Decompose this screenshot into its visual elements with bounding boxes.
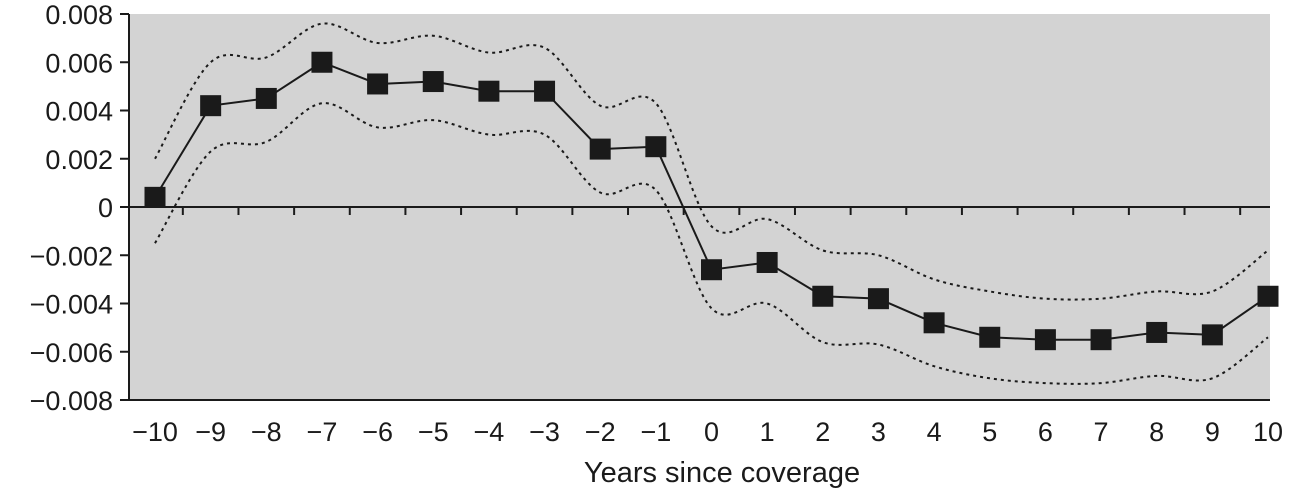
estimate-marker <box>923 312 945 334</box>
estimate-marker <box>812 285 834 307</box>
estimate-marker <box>1146 321 1168 343</box>
estimate-marker <box>756 251 778 273</box>
estimate-marker <box>645 136 667 158</box>
tick-labels: 0.008 0.006 0.004 0.002 0 −0.002 −0.004 −0.006 −… <box>30 0 1283 447</box>
x-tick-label: 1 <box>760 417 775 447</box>
y-tick-label: 0.008 <box>45 0 113 30</box>
estimate-marker <box>1034 329 1056 351</box>
estimate-marker <box>589 138 611 160</box>
estimate-marker <box>144 186 166 208</box>
estimate-marker <box>367 73 389 95</box>
x-tick-label: 6 <box>1038 417 1053 447</box>
estimate-marker <box>979 326 1001 348</box>
x-tick-label: 2 <box>815 417 830 447</box>
estimate-marker <box>534 80 556 102</box>
lower-bound-line <box>154 102 1269 385</box>
y-tick-label: 0.002 <box>45 145 113 175</box>
estimate-marker <box>478 80 500 102</box>
axes <box>120 13 1270 401</box>
x-tick-label: 0 <box>704 417 719 447</box>
x-tick-label: −8 <box>251 417 282 447</box>
estimate-marker <box>701 259 722 281</box>
x-tick-label: 9 <box>1205 417 1220 447</box>
estimate-marker <box>1090 329 1112 351</box>
y-tick-label: −0.002 <box>30 241 113 271</box>
y-tick-label: 0 <box>98 193 113 223</box>
x-tick-label: 3 <box>871 417 886 447</box>
x-tick-label: 8 <box>1149 417 1164 447</box>
estimate-marker <box>422 71 444 93</box>
y-tick-label: 0.006 <box>45 48 113 78</box>
y-tick-label: −0.008 <box>30 386 113 416</box>
x-tick-label: 4 <box>927 417 942 447</box>
x-axis-title: Years since coverage <box>584 457 860 489</box>
x-tick-label: 10 <box>1253 417 1283 447</box>
x-tick-label: −2 <box>585 417 616 447</box>
x-tick-label: 7 <box>1094 417 1109 447</box>
estimate-marker <box>867 288 889 310</box>
y-tick-label: −0.006 <box>30 338 113 368</box>
x-tick-label: −10 <box>132 417 178 447</box>
y-tick-label: −0.004 <box>30 290 113 320</box>
x-tick-label: −6 <box>362 417 393 447</box>
x-tick-label: −7 <box>307 417 338 447</box>
x-tick-label: −5 <box>418 417 449 447</box>
estimate-series <box>144 51 1279 351</box>
estimate-marker <box>1257 285 1279 307</box>
estimate-marker <box>311 51 333 73</box>
x-tick-label: −1 <box>640 417 671 447</box>
upper-bound-line <box>154 22 1269 301</box>
x-tick-label: −4 <box>474 417 505 447</box>
x-tick-label: −3 <box>529 417 560 447</box>
estimate-marker <box>200 95 222 117</box>
x-tick-label: −9 <box>195 417 226 447</box>
estimate-marker <box>255 87 277 109</box>
y-tick-label: 0.004 <box>45 97 113 127</box>
confidence-bounds <box>154 22 1269 385</box>
estimate-marker <box>1201 324 1223 346</box>
x-tick-label: 5 <box>982 417 997 447</box>
